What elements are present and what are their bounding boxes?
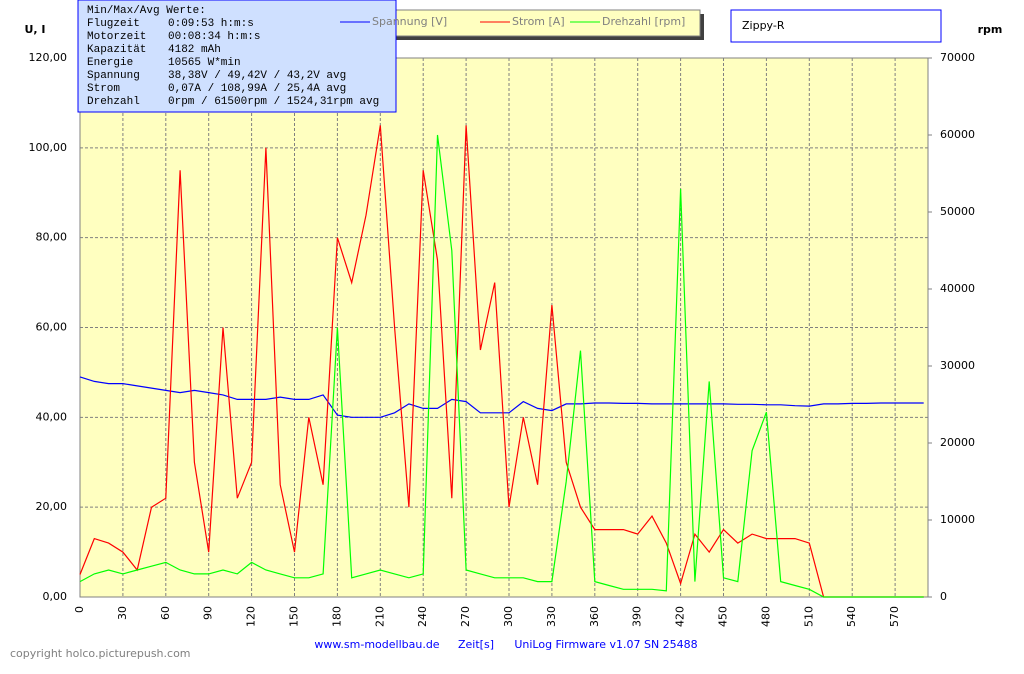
info-label: Spannung xyxy=(87,70,140,82)
y-tick-label: 120,00 xyxy=(29,51,68,64)
y2-tick-label: 70000 xyxy=(940,51,975,64)
y2-tick-label: 10000 xyxy=(940,513,975,526)
info-label: Motorzeit xyxy=(87,31,146,43)
x-tick-label: 60 xyxy=(159,606,172,620)
x-tick-label: 360 xyxy=(588,606,601,627)
x-tick-label: 390 xyxy=(631,606,644,627)
legend-label: Drehzahl [rpm] xyxy=(602,15,685,28)
info-value: 0:09:53 h:m:s xyxy=(168,18,254,30)
chart-title: Zippy-R xyxy=(742,19,785,32)
x-tick-label: 480 xyxy=(759,606,772,627)
x-tick-label: 510 xyxy=(802,606,815,627)
y-axis-label: U, I xyxy=(24,23,45,36)
y2-tick-label: 0 xyxy=(940,590,947,603)
info-label: Flugzeit xyxy=(87,18,140,30)
y2-tick-label: 20000 xyxy=(940,436,975,449)
x-tick-label: 150 xyxy=(288,606,301,627)
x-tick-label: 300 xyxy=(502,606,515,627)
x-tick-label: 90 xyxy=(202,606,215,620)
x-tick-label: 330 xyxy=(545,606,558,627)
x-tick-label: 30 xyxy=(116,606,129,620)
info-value: 00:08:34 h:m:s xyxy=(168,31,260,43)
legend-label: Spannung [V] xyxy=(372,15,447,28)
x-tick-label: 210 xyxy=(373,606,386,627)
y-tick-label: 60,00 xyxy=(36,321,68,334)
footer-url: www.sm-modellbau.de xyxy=(314,638,439,651)
info-label: Kapazität xyxy=(87,44,146,56)
x-tick-label: 120 xyxy=(245,606,258,627)
y2-axis-label: rpm xyxy=(978,23,1003,36)
x-axis-label: Zeit[s] xyxy=(458,638,494,651)
info-title: Min/Max/Avg Werte: xyxy=(87,5,206,17)
x-tick-label: 270 xyxy=(459,606,472,627)
legend-label: Strom [A] xyxy=(512,15,565,28)
series-line xyxy=(79,134,924,598)
y-tick-label: 100,00 xyxy=(29,141,68,154)
y2-tick-label: 30000 xyxy=(940,359,975,372)
y2-tick-label: 60000 xyxy=(940,128,975,141)
x-tick-label: 240 xyxy=(416,606,429,627)
info-value: 0rpm / 61500rpm / 1524,31rpm avg xyxy=(168,96,379,108)
y2-tick-label: 50000 xyxy=(940,205,975,218)
y-tick-label: 0,00 xyxy=(43,590,68,603)
y-tick-label: 20,00 xyxy=(36,500,68,513)
info-value: 38,38V / 49,42V / 43,2V avg xyxy=(168,70,346,82)
copyright: copyright holco.picturepush.com xyxy=(10,647,191,660)
x-tick-label: 570 xyxy=(888,606,901,627)
y-tick-label: 40,00 xyxy=(36,410,68,423)
series-line xyxy=(79,125,924,598)
x-tick-label: 420 xyxy=(674,606,687,627)
x-tick-label: 450 xyxy=(717,606,730,627)
info-box xyxy=(77,0,397,113)
y-tick-label: 80,00 xyxy=(36,231,68,244)
title-box xyxy=(730,9,942,43)
x-tick-label: 540 xyxy=(845,606,858,627)
x-tick-label: 0 xyxy=(73,606,86,613)
info-value: 10565 W*min xyxy=(168,57,241,69)
footer-firmware: UniLog Firmware v1.07 SN 25488 xyxy=(514,638,697,651)
x-tick-label: 180 xyxy=(330,606,343,627)
info-value: 0,07A / 108,99A / 25,4A avg xyxy=(168,83,346,95)
info-label: Drehzahl xyxy=(87,96,140,108)
series-line xyxy=(79,376,924,418)
info-label: Strom xyxy=(87,83,120,95)
info-label: Energie xyxy=(87,57,133,69)
info-value: 4182 mAh xyxy=(168,44,221,56)
y2-tick-label: 40000 xyxy=(940,282,975,295)
